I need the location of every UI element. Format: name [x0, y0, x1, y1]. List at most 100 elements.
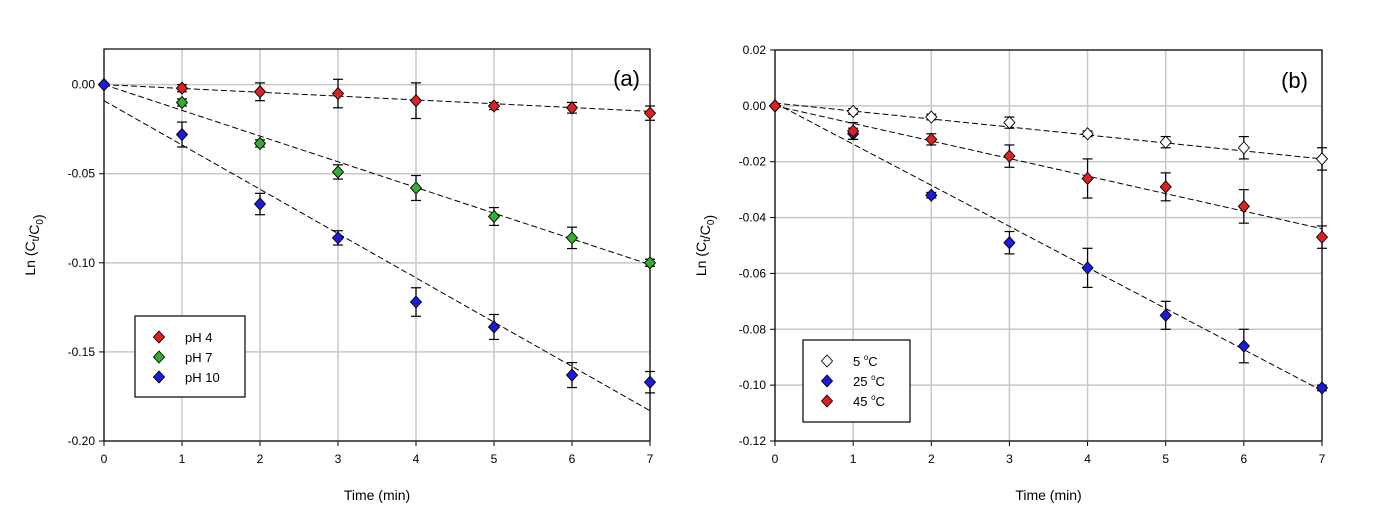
- data-point: [175, 95, 189, 110]
- y-label-subscript: t: [31, 238, 42, 241]
- legend-label: 45 oC: [853, 393, 885, 409]
- x-tick-label: 3: [335, 452, 342, 466]
- x-tick-label: 7: [647, 452, 654, 466]
- data-point: [1003, 115, 1016, 130]
- fit-line: [103, 84, 651, 112]
- legend-number: 45: [853, 394, 871, 409]
- y-tick-label: -0.15: [68, 345, 96, 359]
- data-point: [1081, 261, 1094, 275]
- y-axis-label: Ln (Ct/C0): [22, 214, 46, 275]
- x-tick-label: 6: [569, 452, 576, 466]
- legend-box: [134, 315, 246, 398]
- data-point: [1081, 127, 1094, 141]
- y-tick-label: -0.12: [739, 434, 767, 448]
- y-tick-label: -0.02: [739, 155, 767, 169]
- data-point: [175, 127, 189, 142]
- fit-line: [103, 100, 651, 412]
- legend-label: pH 7: [185, 350, 212, 365]
- x-tick-label: 0: [772, 452, 779, 466]
- y-label-part: /C: [697, 225, 713, 239]
- data-point: [847, 104, 860, 119]
- fit-line: [774, 105, 1323, 230]
- x-tick-label: 5: [491, 452, 498, 466]
- data-point: [1315, 381, 1329, 395]
- series-0: [768, 99, 1329, 171]
- legend-label: 25 oC: [853, 373, 885, 389]
- x-tick-label: 4: [1084, 452, 1091, 466]
- y-label-part: /C: [26, 225, 42, 239]
- y-tick-label: 0.02: [743, 43, 767, 57]
- degree-sign: o: [864, 353, 869, 362]
- y-label-subscript: 0: [35, 219, 46, 225]
- data-point: [925, 132, 938, 147]
- x-tick-label: 3: [1006, 452, 1013, 466]
- data-point: [409, 94, 423, 108]
- y-tick-label: -0.04: [739, 211, 767, 225]
- fit-line: [774, 102, 1323, 392]
- legend-marker: [152, 330, 166, 344]
- legend-marker: [152, 370, 166, 384]
- data-point: [565, 231, 579, 245]
- fit-line: [103, 84, 651, 266]
- data-point: [1159, 308, 1172, 322]
- x-tick-label: 1: [179, 452, 186, 466]
- y-label-part: ): [701, 215, 717, 220]
- data-point: [643, 256, 657, 270]
- data-point: [847, 124, 860, 138]
- y-label-subscript: t: [702, 239, 713, 242]
- legend-marker: [820, 354, 834, 368]
- legend-unit: C: [876, 394, 885, 409]
- x-axis-label: Time (min): [344, 487, 410, 503]
- data-point: [1237, 199, 1250, 214]
- legend-unit: C: [876, 374, 885, 389]
- y-tick-label: -0.20: [68, 434, 96, 448]
- data-point: [97, 77, 111, 92]
- x-tick-label: 0: [101, 452, 108, 466]
- y-label-subscript: 0: [706, 219, 717, 225]
- plot-frame: [103, 48, 651, 442]
- data-point: [253, 136, 267, 151]
- x-tick-label: 2: [257, 452, 264, 466]
- x-tick-label: 2: [928, 452, 935, 466]
- x-tick-label: 6: [1241, 452, 1248, 466]
- y-tick-label: -0.08: [739, 322, 767, 336]
- data-point: [643, 375, 657, 389]
- data-point: [1315, 230, 1329, 244]
- data-point: [1237, 339, 1250, 353]
- data-point: [565, 101, 579, 115]
- x-axis-label: Time (min): [1015, 487, 1081, 503]
- data-point: [925, 110, 938, 124]
- data-point: [1159, 180, 1172, 194]
- y-tick-label: -0.05: [68, 167, 96, 181]
- y-tick-label: -0.10: [68, 256, 96, 270]
- data-point: [1315, 152, 1329, 166]
- data-point: [331, 231, 345, 245]
- legend-number: 5: [853, 354, 864, 369]
- legend-unit: C: [868, 354, 877, 369]
- data-point: [409, 181, 423, 195]
- series-2: [97, 77, 657, 412]
- data-point: [487, 320, 501, 334]
- y-tick-label: -0.10: [739, 378, 767, 392]
- data-point: [331, 165, 345, 179]
- legend-marker: [152, 350, 166, 364]
- y-label-part: Ln (C: [22, 241, 38, 275]
- data-point: [253, 197, 267, 211]
- series-2: [768, 99, 1329, 249]
- data-point: [1081, 171, 1094, 186]
- data-point: [253, 85, 267, 99]
- panel-label: (b): [1281, 68, 1308, 93]
- y-tick-label: -0.06: [739, 266, 767, 280]
- data-point: [643, 106, 657, 120]
- x-tick-label: 1: [850, 452, 857, 466]
- data-point: [331, 86, 345, 101]
- legend-box: [802, 339, 911, 423]
- panel-0: 0 1 2 3 4 5 6 7 0.00 -0.05 -0.10 -0.15 -0.20 Time (mi…: [22, 48, 657, 503]
- data-point: [409, 295, 423, 309]
- data-point: [487, 209, 501, 224]
- panel-label: (a): [613, 66, 640, 91]
- data-point: [1237, 141, 1250, 155]
- data-point: [175, 81, 189, 95]
- legend: pH 4 pH 7 pH 10: [134, 315, 246, 398]
